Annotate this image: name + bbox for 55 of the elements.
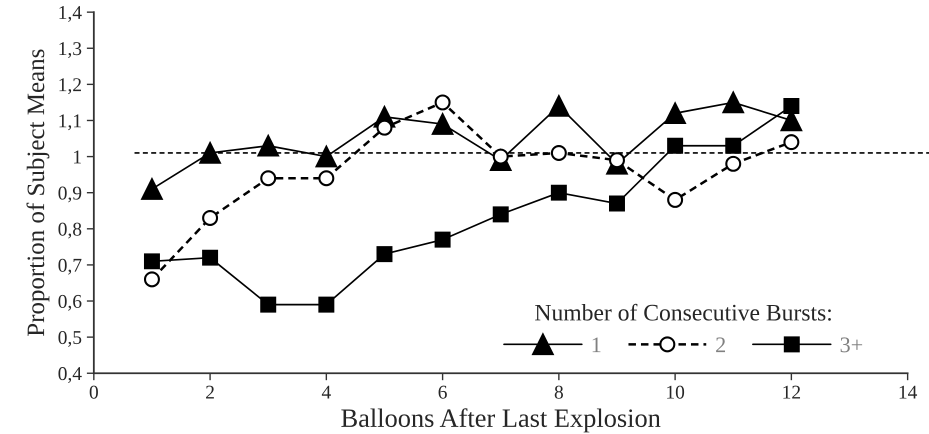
- point: [667, 192, 684, 208]
- point: [318, 170, 334, 186]
- y-tick-label: 1,2: [59, 78, 81, 94]
- y-tick-label: 0,8: [58, 222, 82, 239]
- point: [144, 253, 160, 270]
- x-axis-title: Balloons After Last Explosion: [341, 408, 660, 432]
- point: [432, 113, 454, 135]
- point: [144, 271, 160, 288]
- x-tick-label: 2: [206, 386, 214, 399]
- point: [664, 102, 686, 124]
- y-tick-label: 0,5: [58, 330, 82, 347]
- legend-title: Number of Consecutive Bursts:: [535, 304, 831, 321]
- y-tick-label: 0,6: [58, 294, 82, 311]
- point: [783, 134, 800, 150]
- point: [202, 210, 218, 226]
- y-tick-label: 0,7: [58, 258, 82, 275]
- x-tick-label: 10: [667, 386, 684, 399]
- y-tick-label: 1: [74, 150, 81, 164]
- x-tick-label: 8: [554, 386, 563, 399]
- x-tick-label: 6: [438, 386, 447, 399]
- x-tick-label: 4: [322, 386, 331, 399]
- point: [316, 146, 338, 168]
- point: [376, 246, 392, 262]
- point: [550, 184, 567, 201]
- point: [725, 156, 742, 172]
- legend-label: 1: [592, 337, 600, 352]
- y-tick-label: 1,4: [59, 6, 82, 22]
- point: [257, 134, 279, 157]
- x-tick-label: 12: [783, 386, 800, 399]
- y-axis-title: Proportion of Subject Means: [26, 50, 50, 336]
- point: [722, 92, 744, 114]
- point: [376, 120, 392, 136]
- point: [141, 178, 163, 200]
- y-tick-label: 1,1: [59, 114, 81, 130]
- legend-label: 2: [716, 337, 726, 352]
- legend-label: 3+: [840, 337, 862, 352]
- point: [725, 138, 742, 154]
- point: [434, 94, 451, 110]
- point: [548, 95, 570, 117]
- point: [609, 196, 625, 212]
- y-tick-label: 0,4: [58, 367, 82, 383]
- point: [783, 98, 800, 114]
- y-tick-label: 1,3: [59, 42, 82, 58]
- y-tick-label: 0,9: [58, 186, 82, 202]
- point: [550, 144, 567, 161]
- x-tick-label: 0: [90, 386, 98, 399]
- point: [492, 206, 509, 222]
- point: [202, 250, 218, 266]
- point: [667, 138, 684, 154]
- point: [260, 296, 276, 313]
- point: [260, 170, 276, 186]
- x-tick-label: 14: [900, 386, 918, 399]
- point: [318, 296, 334, 313]
- point: [199, 142, 221, 164]
- point: [434, 232, 451, 248]
